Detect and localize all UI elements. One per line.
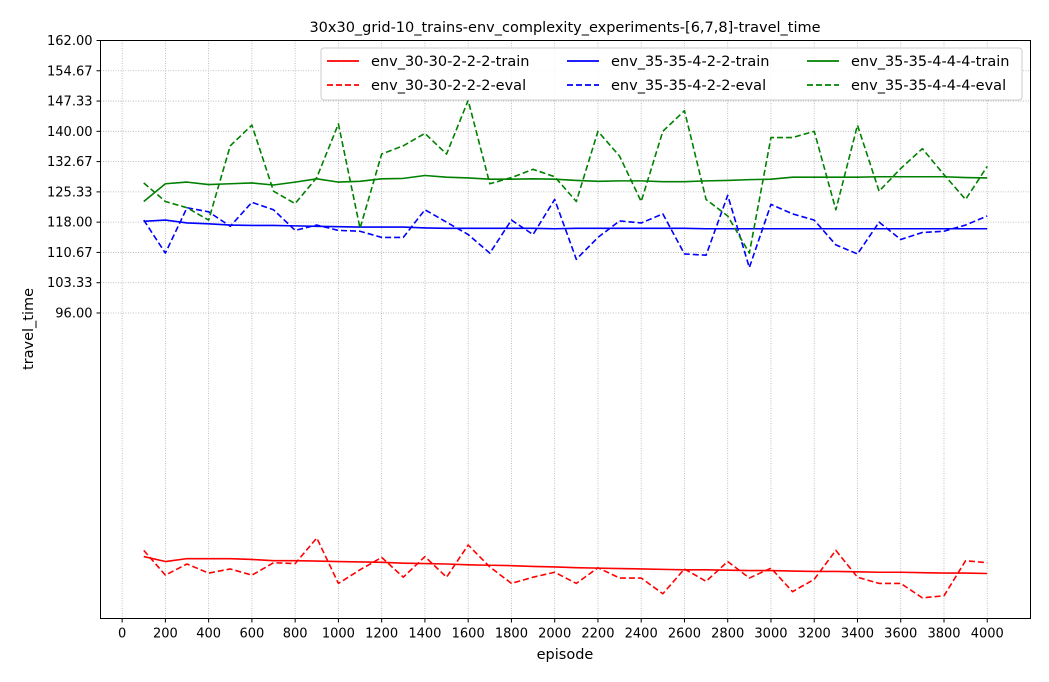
chart-title: 30x30_grid-10_trains-env_complexity_expe… xyxy=(309,20,820,36)
y-tick-label: 132.67 xyxy=(47,155,93,170)
series-line-0 xyxy=(143,555,988,575)
x-tick-label: 3000 xyxy=(754,627,787,642)
legend-label: env_30-30-2-2-2-train xyxy=(371,54,529,70)
x-tick-label: 3800 xyxy=(927,627,960,642)
legend: env_30-30-2-2-2-train env_30-30-2-2-2-eva… xyxy=(320,47,1023,101)
y-tick-label: 96.00 xyxy=(55,306,92,321)
legend-label: env_30-30-2-2-2-eval xyxy=(371,78,526,94)
x-tick-label: 3400 xyxy=(841,627,874,642)
y-tick-label: 162.00 xyxy=(47,34,93,49)
series-line-5 xyxy=(143,99,988,254)
x-tick-label: 4000 xyxy=(971,627,1004,642)
x-tick-label: 2200 xyxy=(581,627,614,642)
series-layer xyxy=(143,99,988,599)
y-tick-label: 110.67 xyxy=(47,246,93,261)
y-tick-label: 147.33 xyxy=(47,95,93,110)
x-tick-label: 1600 xyxy=(452,627,485,642)
x-axis-label: episode xyxy=(537,647,594,663)
x-tick-label: 400 xyxy=(196,627,221,642)
x-tick-label: 0 xyxy=(118,627,126,642)
legend-box xyxy=(320,47,1023,101)
series-line-2 xyxy=(143,219,988,230)
x-tick-label: 800 xyxy=(283,627,308,642)
legend-label: env_35-35-4-2-2-eval xyxy=(611,78,766,94)
y-tick-label: 140.00 xyxy=(47,125,93,140)
x-tick-label: 2400 xyxy=(625,627,658,642)
y-tick-label: 118.00 xyxy=(47,216,93,231)
series-line-4 xyxy=(143,174,988,203)
series-line-3 xyxy=(143,194,988,269)
y-tick-label: 125.33 xyxy=(47,185,93,200)
legend-label: env_35-35-4-4-4-train xyxy=(851,54,1009,70)
y-axis: 96.00 103.33 110.67 118.00 125.33 132.67 140.0… xyxy=(47,34,101,321)
x-tick-label: 2000 xyxy=(538,627,571,642)
y-axis-label: travel_time xyxy=(21,288,37,370)
x-tick-label: 600 xyxy=(239,627,264,642)
x-tick-label: 2800 xyxy=(711,627,744,642)
x-tick-label: 1400 xyxy=(408,627,441,642)
legend-label: env_35-35-4-4-4-eval xyxy=(851,78,1006,94)
x-tick-label: 3600 xyxy=(884,627,917,642)
x-tick-label: 3200 xyxy=(798,627,831,642)
x-axis: 0 200 400 600 800 1000 1200 1400 1600 1800 2000 220… xyxy=(118,618,1004,642)
x-tick-label: 1800 xyxy=(495,627,528,642)
x-tick-label: 1200 xyxy=(365,627,398,642)
x-tick-label: 2600 xyxy=(668,627,701,642)
plot-frame xyxy=(100,40,1031,619)
x-tick-label: 1000 xyxy=(322,627,355,642)
x-tick-label: 200 xyxy=(153,627,178,642)
y-tick-label: 103.33 xyxy=(47,276,93,291)
legend-label: env_35-35-4-2-2-train xyxy=(611,54,769,70)
y-tick-label: 154.67 xyxy=(47,64,93,79)
